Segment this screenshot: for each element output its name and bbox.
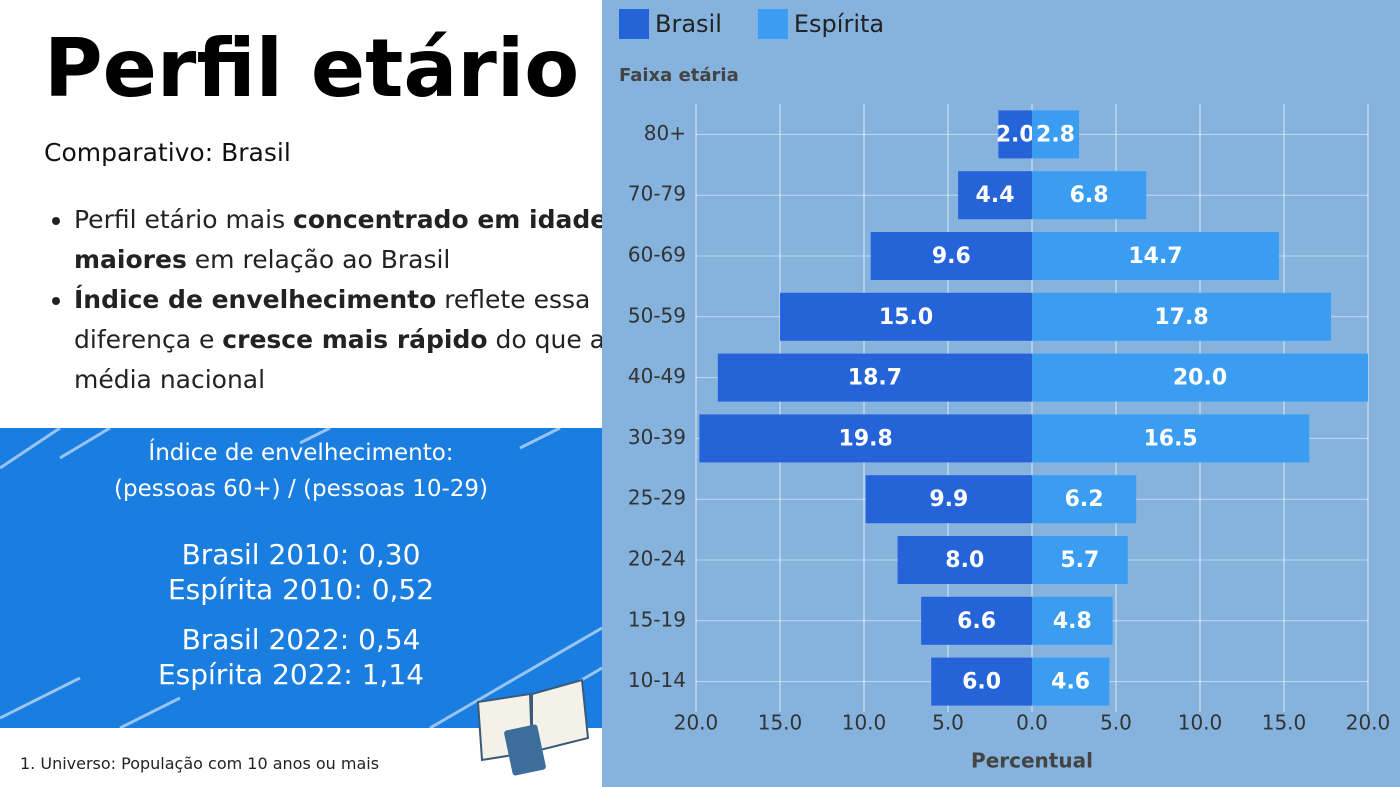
y-tick-label: 10-14: [628, 668, 686, 692]
bar: [717, 353, 1032, 402]
bar: [1032, 475, 1137, 524]
value-label: 6.8: [1070, 183, 1109, 208]
y-tick-label: 70-79: [628, 182, 686, 206]
x-tick-label: 15.0: [758, 711, 803, 735]
bar: [1032, 596, 1113, 645]
y-tick-label: 60-69: [628, 243, 686, 267]
bullet-text: Índice de envelhecimento: [74, 285, 437, 314]
box-line: Espírita 2010: 0,52: [167, 573, 435, 606]
value-label: 8.0: [945, 548, 984, 573]
y-tick-label: 15-19: [628, 607, 686, 631]
value-label: 15.0: [879, 305, 933, 330]
x-tick-label: 20.0: [1346, 711, 1391, 735]
bar: [1032, 657, 1110, 706]
bar: [865, 475, 1032, 524]
box-heading: (pessoas 60+) / (pessoas 10-29): [114, 476, 488, 502]
value-label: 4.4: [976, 183, 1015, 208]
bullet-text: em relação ao Brasil: [186, 245, 451, 274]
box-line: Brasil 2010: 0,30: [181, 538, 421, 571]
legend-label: Brasil: [655, 10, 722, 38]
bar: [1032, 232, 1279, 280]
bar: [1032, 110, 1080, 159]
y-tick-label: 25-29: [628, 486, 686, 510]
y-tick-label: 20-24: [628, 547, 686, 571]
slide-title: Perfil etário: [44, 22, 580, 115]
bar: [1032, 536, 1128, 584]
legend-label: Espírita: [794, 10, 884, 38]
value-label: 14.7: [1128, 244, 1182, 269]
bar: [931, 657, 1032, 706]
bar: [958, 171, 1032, 220]
y-tick-label: 40-49: [628, 364, 686, 388]
book-icon: [476, 678, 590, 776]
value-label: 2.0: [996, 122, 1035, 147]
bar: [699, 414, 1032, 463]
x-tick-label: 0.0: [1016, 711, 1048, 735]
value-label: 16.5: [1143, 426, 1197, 451]
value-label: 18.7: [848, 366, 902, 391]
bullet-text: do que a média nacional: [74, 325, 605, 394]
x-tick-label: 5.0: [1100, 711, 1132, 735]
value-label: 17.8: [1154, 305, 1208, 330]
bar: [780, 292, 1032, 341]
x-axis-label: Percentual: [971, 749, 1093, 773]
bar: [1032, 414, 1310, 463]
value-label: 4.6: [1051, 670, 1090, 695]
value-label: 4.8: [1053, 609, 1092, 634]
subtitle: Comparativo: Brasil: [44, 138, 291, 167]
bullet-text: cresce mais rápido: [222, 325, 488, 354]
y-tick-label: 30-39: [628, 425, 686, 449]
value-label: 20.0: [1173, 366, 1227, 391]
bullet-text: concentrado em idades maiores: [74, 205, 623, 274]
bar: [1032, 171, 1147, 220]
bar: [921, 596, 1032, 645]
x-tick-label: 5.0: [932, 711, 964, 735]
box-heading: Índice de envelhecimento:: [148, 440, 454, 466]
bar: [1032, 292, 1332, 341]
footnote: 1. Universo: População com 10 anos ou ma…: [20, 754, 380, 773]
value-label: 19.8: [839, 426, 893, 451]
y-tick-label: 50-59: [628, 303, 686, 327]
bullet-list: Perfil etário mais concentrado em idades…: [30, 200, 634, 400]
value-label: 6.6: [957, 609, 996, 634]
x-tick-label: 10.0: [842, 711, 887, 735]
value-label: 9.6: [932, 244, 971, 269]
index-box: Índice de envelhecimento: (pessoas 60+) …: [0, 428, 602, 728]
legend-swatch: [757, 9, 788, 39]
value-label: 2.8: [1036, 122, 1075, 147]
x-tick-label: 10.0: [1178, 711, 1223, 735]
value-label: 5.7: [1060, 548, 1099, 573]
bar: [897, 536, 1032, 584]
value-label: 6.2: [1065, 487, 1104, 512]
bar: [870, 232, 1032, 280]
y-tick-label: 80+: [644, 121, 686, 145]
bullet: Perfil etário mais concentrado em idades…: [74, 200, 634, 280]
bullet-text: reflete essa diferença e: [74, 285, 591, 354]
value-label: 6.0: [962, 670, 1001, 695]
y-axis-label: Faixa etária: [619, 65, 739, 86]
bar: [998, 110, 1032, 159]
bullet-text: Perfil etário mais: [74, 205, 294, 234]
value-label: 9.9: [929, 487, 968, 512]
box-line: Espírita 2022: 1,14: [157, 658, 425, 691]
bullet: Índice de envelhecimento reflete essa di…: [74, 280, 634, 400]
legend-swatch: [619, 9, 649, 39]
box-line: Brasil 2022: 0,54: [181, 623, 421, 656]
x-tick-label: 20.0: [674, 711, 719, 735]
chart: 20.0 15.0 10.0 5.0 0.0 5.0 10.0 15.0 20.0 Percent…: [602, 0, 1400, 787]
bar: [1032, 353, 1368, 402]
x-tick-label: 15.0: [1262, 711, 1307, 735]
